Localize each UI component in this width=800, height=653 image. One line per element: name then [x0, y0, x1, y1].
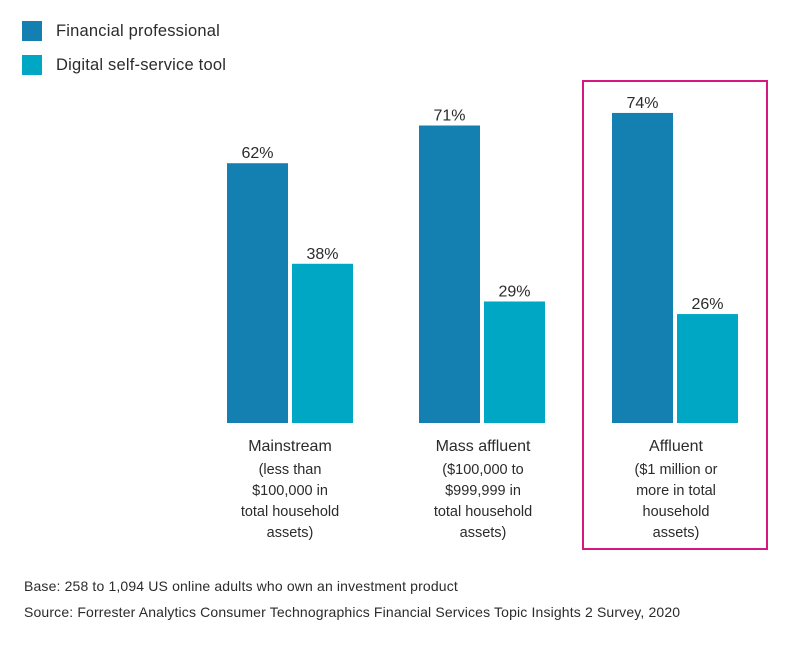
- category-label-affluent: Affluent ($1 million or more in total ho…: [596, 434, 756, 544]
- legend-swatch-digital-self-service-tool: [22, 55, 42, 75]
- category-subtitle-line: assets): [652, 525, 700, 541]
- legend-item-financial-professional: Financial professional: [22, 14, 226, 48]
- category-subtitle-line: ($100,000 to: [442, 462, 524, 478]
- category-subtitle-line: total household: [240, 504, 340, 520]
- category-label-mainstream: Mainstream (less than $100,000 in total …: [210, 434, 370, 544]
- legend-item-digital-self-service-tool: Digital self-service tool: [22, 48, 226, 82]
- legend-swatch-financial-professional: [22, 21, 42, 41]
- data-label: 26%: [691, 296, 723, 313]
- footer-base: Base: 258 to 1,094 US online adults who …: [24, 578, 458, 594]
- bar-affluent-series-1: [677, 314, 738, 423]
- data-label: 29%: [498, 283, 530, 300]
- category-subtitle-line: $100,000 in: [252, 483, 328, 499]
- category-subtitle-line: $999,999 in: [445, 483, 521, 499]
- data-label: 71%: [433, 108, 465, 125]
- category-subtitle-line: (less than: [258, 462, 322, 478]
- footer-source: Source: Forrester Analytics Consumer Tec…: [24, 604, 681, 620]
- bar-affluent-series-0: [612, 112, 673, 423]
- data-label: 74%: [626, 95, 658, 112]
- category-name-mainstream: Mainstream: [248, 438, 332, 455]
- legend: Financial professional Digital self-serv…: [22, 14, 226, 82]
- bar-mainstream-series-0: [227, 163, 288, 423]
- data-label: 62%: [241, 145, 273, 162]
- legend-label-digital-self-service-tool: Digital self-service tool: [56, 55, 227, 74]
- category-name-mass-affluent: Mass affluent: [435, 438, 531, 455]
- category-name-affluent: Affluent: [649, 438, 703, 455]
- category-label-mass-affluent: Mass affluent ($100,000 to $999,999 in t…: [403, 434, 563, 544]
- category-subtitle-line: more in total: [636, 483, 716, 499]
- category-subtitle-line: assets): [266, 525, 314, 541]
- category-subtitle-line: total household: [433, 504, 533, 520]
- category-subtitle-line: ($1 million or: [634, 462, 718, 478]
- affluent-highlight-box: [582, 80, 768, 550]
- bar-mass-affluent-series-0: [419, 125, 480, 423]
- data-label: 38%: [306, 246, 338, 263]
- category-subtitle-line: assets): [459, 525, 507, 541]
- legend-label-financial-professional: Financial professional: [56, 21, 220, 40]
- bar-mass-affluent-series-1: [484, 301, 545, 423]
- bar-mainstream-series-1: [292, 263, 353, 423]
- category-subtitle-line: household: [642, 504, 710, 520]
